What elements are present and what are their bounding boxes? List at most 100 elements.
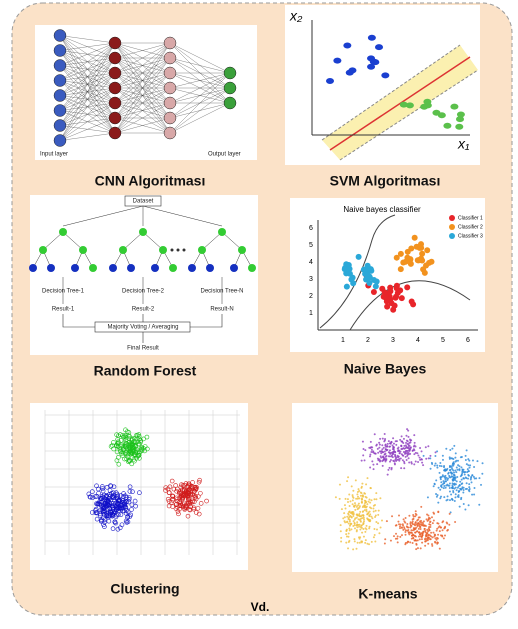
point — [427, 514, 430, 517]
point — [467, 470, 470, 473]
point — [369, 487, 372, 490]
point — [454, 452, 457, 455]
point — [402, 447, 405, 450]
point — [468, 486, 471, 489]
point — [391, 515, 394, 518]
point — [340, 508, 343, 511]
point — [182, 506, 187, 511]
point — [417, 535, 420, 538]
point — [378, 443, 381, 446]
point — [448, 512, 451, 515]
x-tick-label: 1 — [341, 337, 345, 344]
point — [467, 464, 470, 467]
point — [461, 482, 464, 485]
point — [411, 520, 414, 523]
point — [412, 513, 415, 516]
point — [384, 538, 387, 541]
point — [409, 521, 412, 524]
point — [404, 451, 407, 454]
point — [193, 486, 199, 492]
point — [406, 529, 409, 532]
point — [141, 436, 146, 442]
point — [347, 547, 350, 550]
point — [460, 478, 463, 481]
point — [126, 430, 132, 435]
point — [451, 447, 454, 450]
point — [401, 523, 404, 526]
point — [420, 536, 423, 539]
point — [383, 458, 386, 461]
point — [353, 502, 356, 505]
point — [393, 442, 396, 445]
point — [133, 503, 138, 509]
point — [451, 463, 454, 466]
point — [438, 525, 441, 528]
point — [361, 498, 364, 501]
edge — [59, 42, 116, 66]
point — [449, 471, 452, 474]
point — [414, 535, 417, 538]
node — [53, 29, 67, 42]
point — [355, 516, 358, 519]
point — [420, 458, 423, 461]
point — [406, 440, 409, 443]
point — [102, 517, 108, 523]
point — [347, 541, 350, 544]
point — [435, 479, 438, 482]
point — [382, 456, 385, 459]
node — [188, 264, 196, 272]
point — [409, 522, 412, 525]
point — [413, 539, 416, 542]
node — [79, 246, 87, 254]
point — [395, 456, 398, 459]
point — [381, 437, 384, 440]
point — [449, 476, 452, 479]
point — [392, 452, 395, 455]
cnn-network — [53, 29, 237, 147]
label: Result-N — [210, 307, 233, 313]
point — [427, 518, 430, 521]
point — [397, 449, 400, 452]
point — [414, 528, 417, 531]
point — [394, 454, 397, 457]
node — [127, 264, 135, 272]
point — [118, 449, 123, 454]
point — [370, 451, 373, 454]
point — [373, 452, 376, 455]
point — [368, 525, 371, 528]
edge — [169, 42, 231, 74]
point — [406, 428, 409, 431]
point — [122, 444, 128, 449]
point — [377, 451, 380, 454]
point — [454, 493, 457, 496]
point — [126, 499, 132, 505]
point — [344, 507, 347, 510]
point — [442, 480, 445, 483]
kmeans-points — [334, 428, 484, 551]
point — [384, 444, 387, 447]
point — [166, 503, 172, 509]
point — [356, 521, 359, 524]
point — [422, 464, 425, 467]
legend-label: Classifier 3 — [458, 233, 483, 239]
point — [110, 513, 115, 518]
node — [163, 81, 177, 95]
x-tick-label: 5 — [441, 337, 445, 344]
point — [401, 440, 404, 443]
point — [180, 496, 186, 501]
point — [433, 535, 436, 538]
point — [350, 528, 353, 531]
point — [448, 499, 451, 502]
point — [345, 533, 348, 536]
point — [356, 526, 359, 529]
x-tick-label: 3 — [391, 337, 395, 344]
edge — [114, 72, 171, 134]
label: Majority Voting / Averaging — [108, 325, 179, 331]
point — [440, 476, 443, 479]
point — [414, 515, 417, 518]
point — [455, 471, 458, 474]
point — [176, 511, 181, 517]
point — [410, 461, 413, 464]
point — [390, 454, 393, 457]
point — [458, 505, 461, 508]
